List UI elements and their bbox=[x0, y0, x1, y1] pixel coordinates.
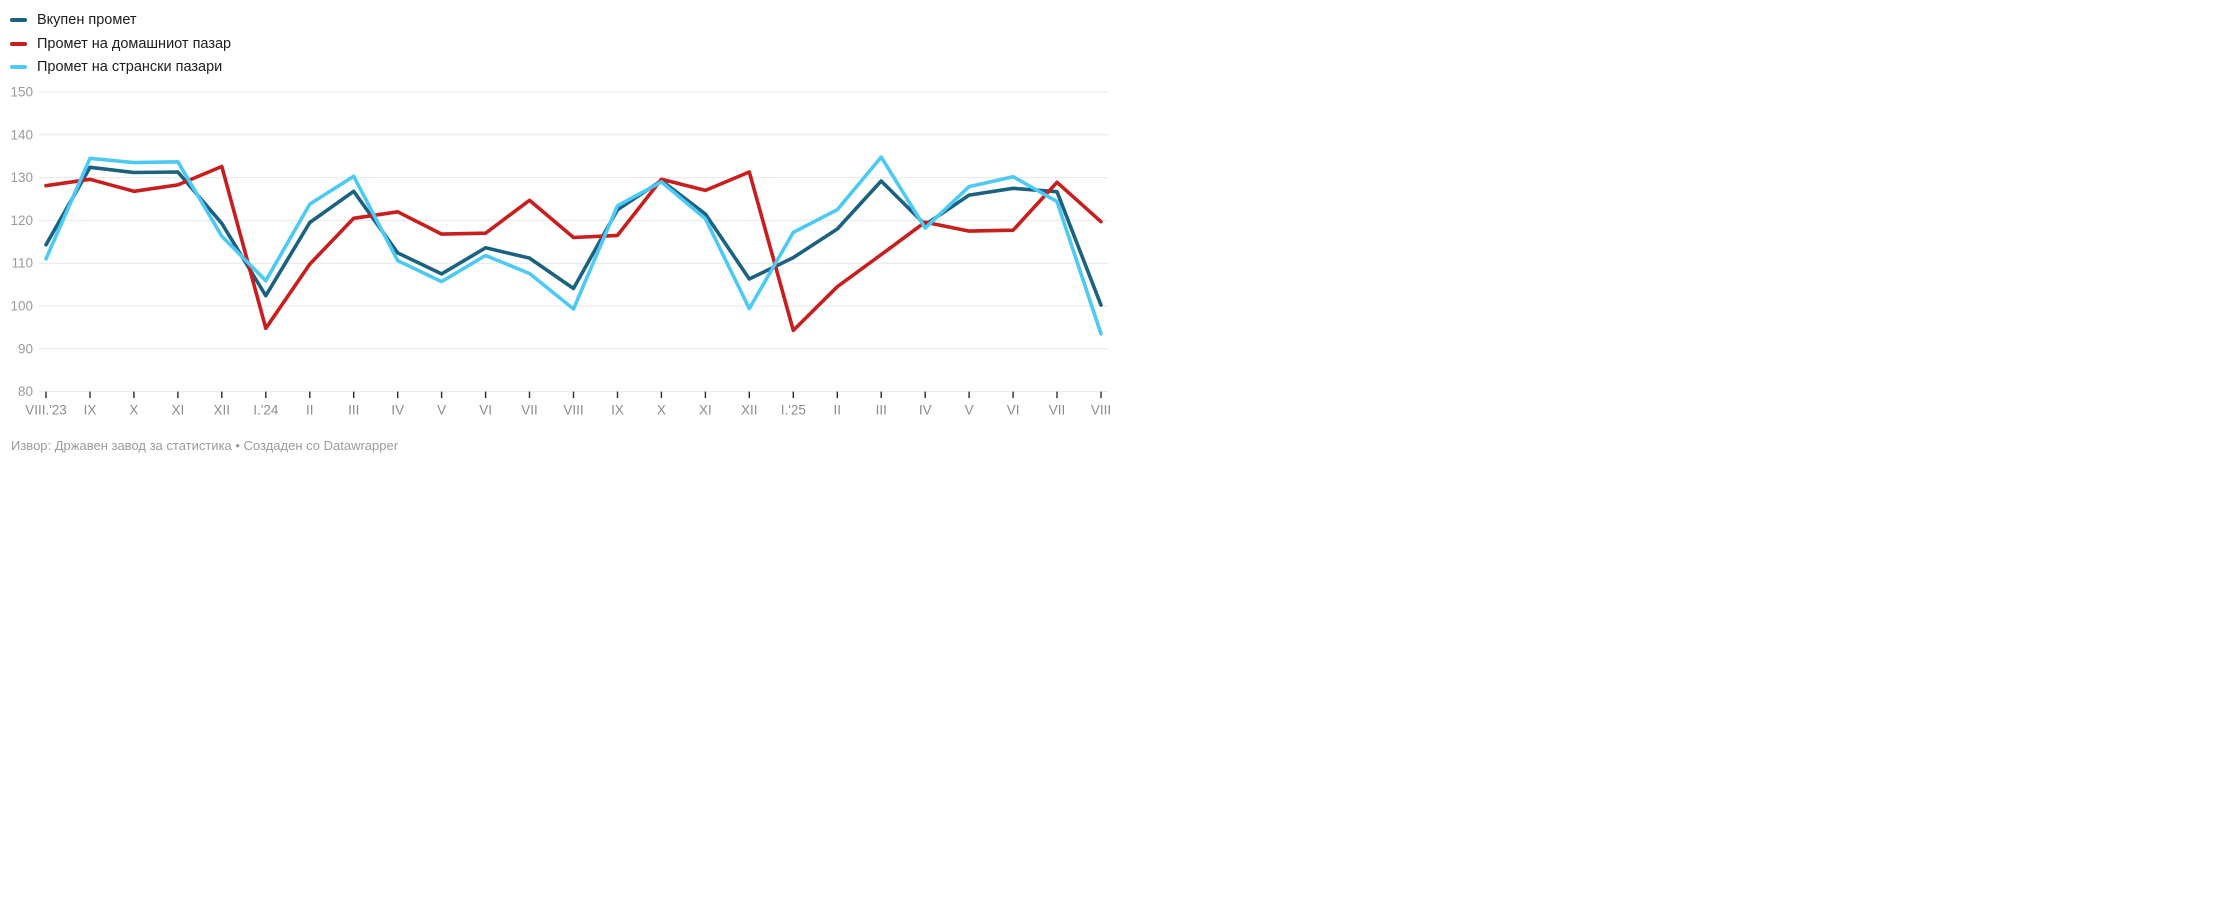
x-axis-label-9: V bbox=[437, 403, 446, 418]
legend-item-1: Промет на домашниот пазар bbox=[10, 34, 231, 54]
y-axis-label-80: 80 bbox=[18, 384, 33, 399]
y-axis-label-130: 130 bbox=[10, 170, 33, 185]
x-axis-label-15: XI bbox=[699, 403, 712, 418]
x-axis-label-19: III bbox=[876, 403, 887, 418]
x-axis-label-22: VI bbox=[1007, 403, 1020, 418]
x-axis-label-23: VII bbox=[1049, 403, 1066, 418]
x-axis-label-12: VIII bbox=[563, 403, 583, 418]
x-axis-label-10: VI bbox=[479, 403, 492, 418]
x-axis-label-7: III bbox=[348, 403, 359, 418]
legend-swatch bbox=[10, 65, 27, 69]
x-axis-label-13: IX bbox=[611, 403, 624, 418]
x-axis-label-21: V bbox=[965, 403, 974, 418]
x-axis-label-11: VII bbox=[521, 403, 538, 418]
y-axis-label-150: 150 bbox=[10, 85, 33, 100]
y-axis-label-100: 100 bbox=[10, 299, 33, 314]
x-axis-label-2: X bbox=[129, 403, 138, 418]
series-line-2 bbox=[44, 155, 1103, 336]
legend-item-2: Промет на странски пазари bbox=[10, 57, 231, 77]
y-axis-label-110: 110 bbox=[11, 256, 33, 271]
x-axis-label-18: II bbox=[834, 403, 842, 418]
x-axis-label-20: IV bbox=[919, 403, 932, 418]
x-axis-label-0: VIII.'23 bbox=[25, 403, 67, 418]
y-axis-label-90: 90 bbox=[18, 341, 33, 356]
legend-swatch bbox=[10, 41, 27, 46]
series-line-1 bbox=[44, 164, 1103, 333]
legend-item-0: Вкупен промет bbox=[10, 10, 231, 30]
x-axis-label-6: II bbox=[306, 403, 314, 418]
x-axis-label-24: VIII bbox=[1091, 403, 1111, 418]
x-axis-label-5: I.'24 bbox=[253, 403, 279, 418]
y-axis-label-120: 120 bbox=[10, 213, 33, 228]
x-axis-label-4: XII bbox=[214, 403, 231, 418]
chart-legend: Вкупен промет Промет на домашниот пазар Пр… bbox=[10, 10, 231, 81]
x-axis-label-3: XI bbox=[172, 403, 185, 418]
chart-card: Вкупен промет Промет на домашниот пазар Пр… bbox=[0, 0, 1120, 461]
x-axis-label-8: IV bbox=[391, 403, 404, 418]
legend-label: Промет на домашниот пазар bbox=[37, 35, 232, 52]
x-axis-label-16: XII bbox=[741, 403, 758, 418]
legend-label: Вкупен промет bbox=[37, 12, 137, 28]
chart-footer-source: Извор: Државен завод за статистика • Соз… bbox=[11, 438, 399, 453]
x-axis-label-1: IX bbox=[84, 403, 97, 418]
y-axis-label-140: 140 bbox=[10, 127, 33, 142]
x-axis-label-17: I.'25 bbox=[781, 403, 806, 418]
legend-swatch bbox=[10, 18, 27, 22]
x-axis-label-14: X bbox=[657, 403, 666, 418]
legend-label: Промет на странски пазари bbox=[37, 59, 223, 75]
